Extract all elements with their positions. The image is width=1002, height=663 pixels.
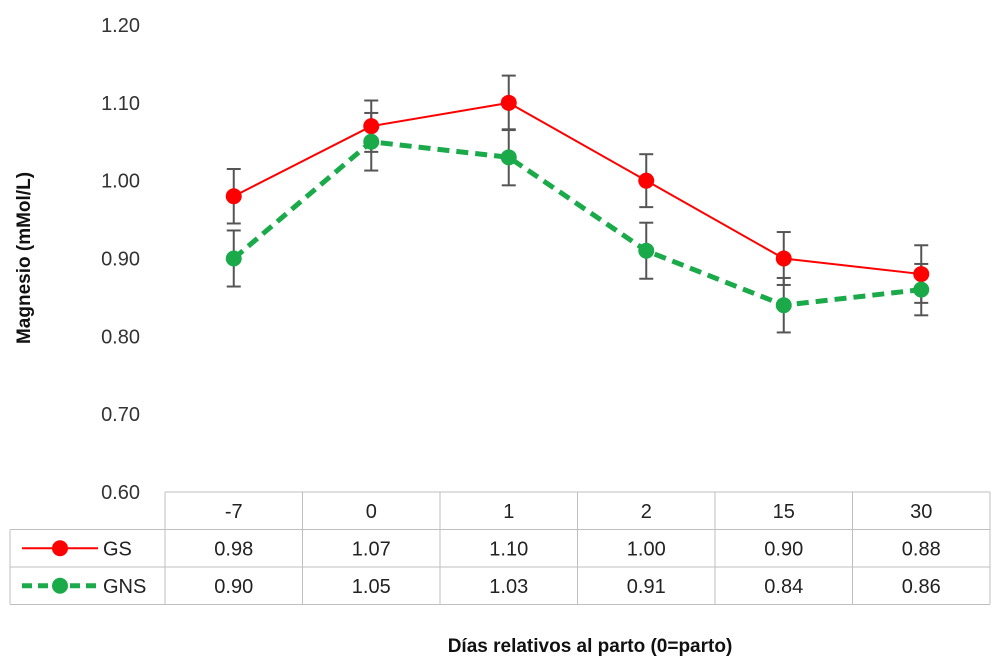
data-point-gns [775,297,792,314]
data-table-value: 0.91 [627,576,666,598]
data-point-gns [363,133,380,150]
data-table-value: 0.90 [214,576,253,598]
data-point-gs [363,118,380,135]
data-table-value: 0.88 [902,538,941,560]
data-table-value: 1.10 [489,538,528,560]
series-points [225,94,930,314]
series-lines [232,101,922,308]
data-table-value: 1.05 [352,576,391,598]
y-tick-label: 0.80 [101,326,140,348]
data-point-gns [913,281,930,298]
y-tick-label: 0.70 [101,404,140,426]
legend-key-marker [52,577,68,594]
category-label: 15 [773,501,795,523]
data-table-value: 1.03 [489,576,528,598]
data-table-value: 0.86 [902,576,941,598]
data-point-gns [638,242,655,259]
y-tick-label: 1.20 [101,15,140,37]
series-line-gns [232,139,922,308]
category-label: -7 [225,501,243,523]
y-tick-label: 1.00 [101,171,140,193]
y-tick-label: 0.60 [101,482,140,504]
legend-series-name: GNS [103,576,146,598]
data-table-value: 1.00 [627,538,666,560]
data-table-value: 0.90 [764,538,803,560]
data-point-gs [638,172,655,189]
data-point-gs [913,266,930,283]
legend-key-marker [52,540,68,557]
data-point-gs [775,250,792,267]
legend-series-name: GS [103,538,132,560]
data-table-value: 0.84 [764,576,803,598]
data-point-gns [225,250,242,267]
data-table-value: 1.07 [352,538,391,560]
category-label: 1 [503,501,514,523]
series-line-gs [233,101,922,276]
x-axis-label: Días relativos al parto (0=parto) [448,636,733,657]
category-label: 30 [910,501,932,523]
data-point-gs [500,94,517,111]
y-tick-label: 1.10 [101,93,140,115]
data-table: -7 0 1 2 15 30 GS 0.98 1.07 1.10 1.00 0.90 0.88 GNS 0.… [9,491,991,605]
data-table-value: 0.98 [214,538,253,560]
data-point-gns [500,149,517,166]
y-axis-ticks: 0.60 0.70 0.80 0.90 1.00 1.10 1.20 [101,15,140,504]
category-label: 2 [641,501,652,523]
y-axis-label: Magnesio (mMol/L) [14,172,35,344]
data-point-gs [225,188,242,205]
y-tick-label: 0.90 [101,249,140,271]
category-label: 0 [366,501,377,523]
